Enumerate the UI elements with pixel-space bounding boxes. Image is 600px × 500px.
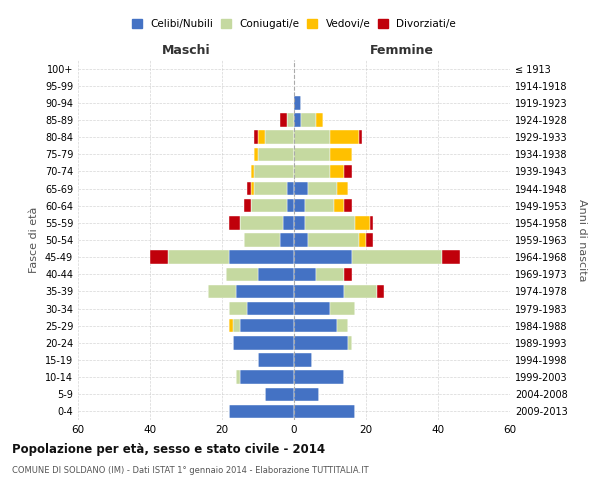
Bar bbox=[229, 302, 247, 316]
Bar bbox=[251, 199, 287, 212]
Bar bbox=[337, 182, 348, 196]
Bar bbox=[294, 164, 330, 178]
Bar bbox=[294, 319, 337, 332]
Bar bbox=[330, 148, 352, 161]
Bar bbox=[344, 268, 352, 281]
Bar bbox=[229, 216, 240, 230]
Bar bbox=[280, 114, 287, 126]
Bar bbox=[344, 284, 377, 298]
Bar bbox=[265, 130, 294, 144]
Text: Maschi: Maschi bbox=[161, 44, 211, 57]
Bar bbox=[305, 199, 334, 212]
Bar bbox=[294, 404, 355, 418]
Bar bbox=[308, 182, 337, 196]
Text: COMUNE DI SOLDANO (IM) - Dati ISTAT 1° gennaio 2014 - Elaborazione TUTTITALIA.IT: COMUNE DI SOLDANO (IM) - Dati ISTAT 1° g… bbox=[12, 466, 368, 475]
Bar bbox=[316, 268, 344, 281]
Bar bbox=[337, 319, 348, 332]
Bar bbox=[229, 319, 233, 332]
Bar bbox=[254, 164, 294, 178]
Bar bbox=[254, 130, 258, 144]
Bar bbox=[294, 199, 305, 212]
Bar bbox=[240, 216, 283, 230]
Bar bbox=[240, 319, 294, 332]
Bar bbox=[229, 250, 294, 264]
Bar bbox=[251, 164, 254, 178]
Y-axis label: Anni di nascita: Anni di nascita bbox=[577, 198, 587, 281]
Bar bbox=[258, 268, 294, 281]
Bar bbox=[294, 130, 330, 144]
Bar bbox=[442, 250, 460, 264]
Bar bbox=[233, 319, 240, 332]
Bar bbox=[359, 130, 362, 144]
Bar bbox=[240, 370, 294, 384]
Bar bbox=[301, 114, 316, 126]
Bar bbox=[251, 182, 254, 196]
Bar bbox=[294, 284, 344, 298]
Bar bbox=[236, 284, 294, 298]
Bar bbox=[150, 250, 168, 264]
Bar bbox=[370, 216, 373, 230]
Bar bbox=[352, 250, 442, 264]
Bar bbox=[294, 148, 330, 161]
Bar bbox=[280, 234, 294, 246]
Bar bbox=[233, 336, 294, 349]
Bar bbox=[294, 250, 352, 264]
Bar bbox=[168, 250, 229, 264]
Text: Femmine: Femmine bbox=[370, 44, 434, 57]
Y-axis label: Fasce di età: Fasce di età bbox=[29, 207, 39, 273]
Bar bbox=[366, 234, 373, 246]
Bar bbox=[305, 216, 355, 230]
Bar bbox=[294, 354, 312, 366]
Bar bbox=[294, 114, 301, 126]
Bar bbox=[247, 302, 294, 316]
Bar bbox=[226, 268, 258, 281]
Bar bbox=[244, 234, 280, 246]
Bar bbox=[316, 114, 323, 126]
Bar bbox=[254, 182, 287, 196]
Bar bbox=[330, 164, 344, 178]
Bar bbox=[287, 114, 294, 126]
Bar bbox=[294, 96, 301, 110]
Bar bbox=[377, 284, 384, 298]
Bar bbox=[294, 268, 316, 281]
Bar bbox=[294, 302, 330, 316]
Bar bbox=[258, 148, 294, 161]
Bar bbox=[287, 199, 294, 212]
Bar bbox=[294, 182, 308, 196]
Bar bbox=[330, 302, 355, 316]
Bar bbox=[265, 388, 294, 401]
Bar bbox=[294, 336, 348, 349]
Bar bbox=[287, 182, 294, 196]
Bar bbox=[244, 199, 251, 212]
Bar bbox=[348, 336, 352, 349]
Bar bbox=[208, 284, 236, 298]
Bar bbox=[294, 388, 319, 401]
Bar bbox=[344, 164, 352, 178]
Bar bbox=[283, 216, 294, 230]
Bar bbox=[359, 234, 366, 246]
Bar bbox=[355, 216, 370, 230]
Bar bbox=[334, 199, 344, 212]
Bar bbox=[229, 404, 294, 418]
Bar bbox=[344, 199, 352, 212]
Bar bbox=[308, 234, 359, 246]
Bar bbox=[294, 234, 308, 246]
Bar bbox=[330, 130, 359, 144]
Bar bbox=[258, 130, 265, 144]
Text: Popolazione per età, sesso e stato civile - 2014: Popolazione per età, sesso e stato civil… bbox=[12, 442, 325, 456]
Bar bbox=[247, 182, 251, 196]
Bar bbox=[258, 354, 294, 366]
Bar bbox=[294, 370, 344, 384]
Bar bbox=[254, 148, 258, 161]
Bar bbox=[236, 370, 240, 384]
Legend: Celibi/Nubili, Coniugati/e, Vedovi/e, Divorziati/e: Celibi/Nubili, Coniugati/e, Vedovi/e, Di… bbox=[128, 15, 460, 33]
Bar bbox=[294, 216, 305, 230]
